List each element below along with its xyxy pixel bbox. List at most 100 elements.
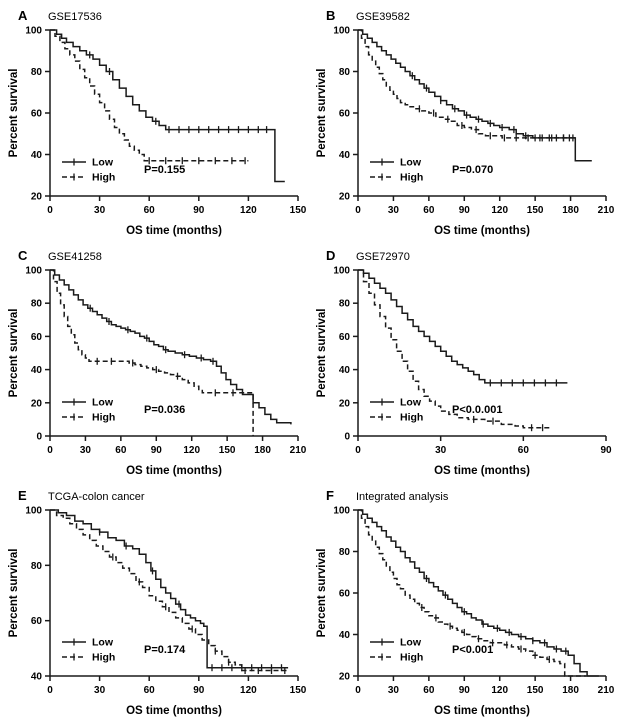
svg-text:60: 60: [144, 205, 156, 216]
svg-text:150: 150: [527, 685, 544, 696]
panel-letter: D: [326, 248, 336, 263]
svg-text:0: 0: [47, 445, 53, 456]
svg-text:60: 60: [423, 205, 435, 216]
svg-text:Percent survival: Percent survival: [8, 549, 20, 638]
km-chart-gse72970: 0 20 40 60 80 100 0 30 60 90 OS time (months) Perce…: [316, 266, 612, 478]
svg-text:P=0.155: P=0.155: [144, 164, 185, 176]
svg-text:100: 100: [25, 506, 42, 517]
svg-text:60: 60: [31, 332, 43, 343]
svg-text:40: 40: [339, 630, 351, 641]
svg-text:80: 80: [339, 299, 351, 310]
svg-text:40: 40: [31, 672, 43, 683]
svg-text:0: 0: [47, 685, 53, 696]
svg-text:90: 90: [459, 205, 471, 216]
svg-text:100: 100: [25, 26, 42, 37]
svg-text:P=0.036: P=0.036: [144, 404, 185, 416]
svg-text:40: 40: [339, 150, 351, 161]
panel-gse72970: D GSE72970 0 20 40 60 80 100 0 30 60 90 OS time (m…: [314, 242, 622, 482]
svg-text:90: 90: [193, 205, 205, 216]
svg-text:210: 210: [598, 205, 614, 216]
svg-text:High: High: [92, 412, 115, 424]
svg-text:180: 180: [562, 685, 579, 696]
svg-text:100: 100: [333, 266, 350, 277]
svg-text:Low: Low: [92, 397, 114, 409]
svg-text:120: 120: [183, 445, 200, 456]
svg-text:OS time (months): OS time (months): [126, 465, 222, 477]
panel-title: Integrated analysis: [356, 491, 449, 503]
svg-text:210: 210: [290, 445, 306, 456]
svg-text:Low: Low: [400, 157, 422, 169]
svg-text:0: 0: [355, 445, 361, 456]
svg-text:40: 40: [31, 150, 43, 161]
panel-title: TCGA-colon cancer: [48, 491, 145, 503]
svg-text:60: 60: [115, 445, 127, 456]
svg-text:High: High: [400, 652, 423, 664]
panel-letter: A: [18, 8, 28, 23]
panel-header: B GSE39582: [314, 2, 622, 24]
svg-text:210: 210: [598, 685, 614, 696]
svg-text:20: 20: [339, 192, 351, 203]
svg-text:P=0.174: P=0.174: [144, 644, 186, 656]
svg-text:60: 60: [144, 685, 156, 696]
svg-text:80: 80: [31, 561, 43, 572]
km-chart-integrated: 20 40 60 80 100 0 30 60 90 120 150 180 210 OS time (m…: [316, 506, 614, 718]
svg-text:90: 90: [151, 445, 163, 456]
svg-text:180: 180: [562, 205, 579, 216]
km-chart-gse39582: 20 40 60 80 100 0 30 60 90 120 150 180 210 OS time (m…: [316, 26, 614, 238]
svg-text:OS time (months): OS time (months): [434, 465, 530, 477]
svg-text:30: 30: [94, 685, 106, 696]
svg-text:OS time (months): OS time (months): [434, 705, 530, 717]
svg-text:0: 0: [36, 432, 42, 443]
svg-text:180: 180: [254, 445, 271, 456]
svg-text:0: 0: [47, 205, 53, 216]
svg-text:Percent survival: Percent survival: [316, 549, 328, 638]
svg-text:40: 40: [339, 365, 351, 376]
svg-text:60: 60: [31, 616, 43, 627]
svg-text:20: 20: [339, 398, 351, 409]
svg-text:30: 30: [80, 445, 92, 456]
svg-text:60: 60: [339, 589, 351, 600]
panel-header: D GSE72970: [314, 242, 622, 264]
svg-text:30: 30: [94, 205, 106, 216]
svg-text:Percent survival: Percent survival: [316, 69, 328, 158]
svg-text:Percent survival: Percent survival: [8, 69, 20, 158]
svg-text:150: 150: [527, 205, 544, 216]
svg-text:60: 60: [31, 109, 43, 120]
panel-letter: C: [18, 248, 28, 263]
svg-text:120: 120: [240, 685, 257, 696]
km-chart-gse17536: 20 40 60 80 100 0 30 60 90 120 150 OS time (months)…: [8, 26, 306, 238]
km-chart-gse41258: 0 20 40 60 80 100 0 30 60 90 120 150 180 210 OS time (…: [8, 266, 306, 478]
panel-title: GSE41258: [48, 251, 102, 263]
svg-text:20: 20: [31, 398, 43, 409]
panel-gse41258: C GSE41258 0 20 40 60 80 100 0 30 60 90 120 150 180 2…: [6, 242, 314, 482]
km-chart-tcga-colon: 40 60 80 100 0 30 60 90 120 150 OS time (months) Pe…: [8, 506, 306, 718]
panel-letter: F: [326, 488, 334, 503]
svg-text:120: 120: [240, 205, 257, 216]
svg-text:0: 0: [355, 685, 361, 696]
svg-text:High: High: [400, 172, 423, 184]
svg-text:120: 120: [491, 205, 508, 216]
svg-text:90: 90: [459, 685, 471, 696]
svg-text:High: High: [400, 412, 423, 424]
svg-text:60: 60: [423, 685, 435, 696]
svg-text:120: 120: [491, 685, 508, 696]
svg-text:80: 80: [31, 299, 43, 310]
panel-title: GSE39582: [356, 11, 410, 23]
svg-text:0: 0: [344, 432, 350, 443]
svg-text:High: High: [92, 172, 115, 184]
svg-text:0: 0: [355, 205, 361, 216]
svg-text:Low: Low: [400, 397, 422, 409]
svg-text:100: 100: [333, 26, 350, 37]
svg-text:20: 20: [31, 192, 43, 203]
svg-text:60: 60: [339, 109, 351, 120]
svg-text:150: 150: [290, 205, 306, 216]
svg-text:P<0.0.001: P<0.0.001: [452, 404, 502, 416]
svg-text:Percent survival: Percent survival: [316, 309, 328, 398]
svg-text:60: 60: [518, 445, 530, 456]
svg-text:150: 150: [290, 685, 306, 696]
svg-text:80: 80: [31, 67, 43, 78]
svg-text:Low: Low: [92, 637, 114, 649]
panel-title: GSE17536: [48, 11, 102, 23]
svg-text:90: 90: [600, 445, 612, 456]
